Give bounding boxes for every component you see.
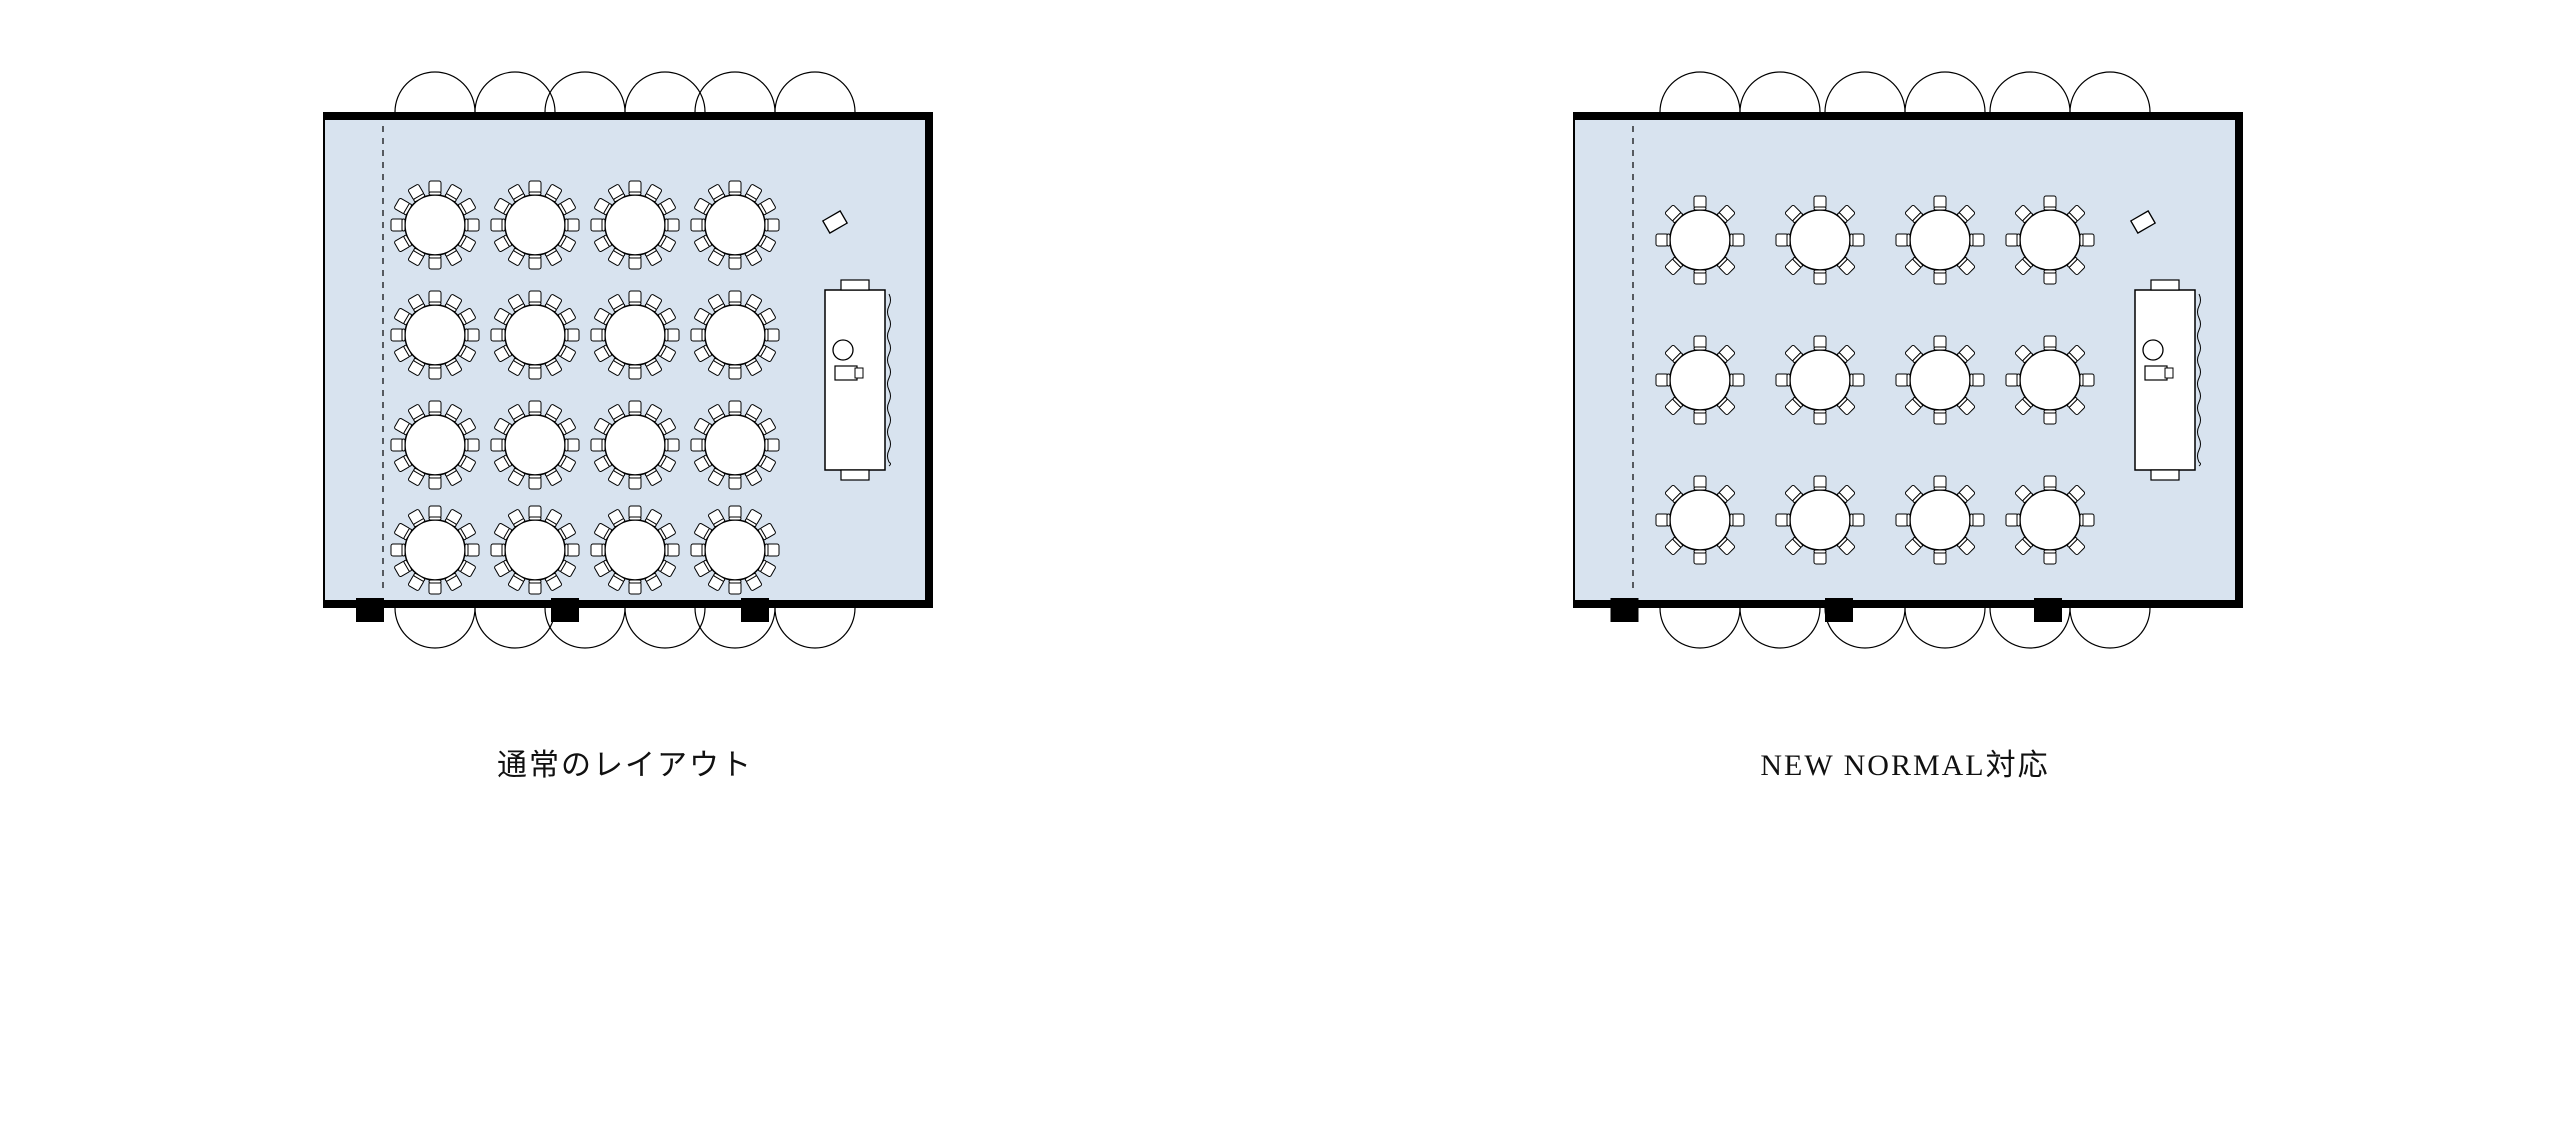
door-swing-icon [1660,72,1820,112]
round-table [1656,476,1744,564]
pillar-icon [741,598,769,622]
round-table [1656,336,1744,424]
door-swing-icon [545,72,705,112]
floorplan-svg [265,40,985,680]
pillar-icon [1611,598,1639,622]
floorplan-newnormal [1515,40,2295,680]
wall-bottom [325,600,925,608]
pillar-icon [1825,598,1853,622]
panel-normal: 通常のレイアウト [265,40,985,784]
round-table [1896,476,1984,564]
floorplan-normal [265,40,985,680]
door-swing-icon [695,72,855,112]
round-table [1776,336,1864,424]
caption-newnormal: NEW NORMAL対応 [1760,740,2049,784]
pillar-icon [2034,598,2062,622]
door-swing-icon [1660,608,1820,648]
round-table [1776,196,1864,284]
panel-newnormal: NEW NORMAL対応 [1515,40,2295,784]
door-swing-icon [395,608,555,648]
door-swing-icon [695,608,855,648]
pillar-icon [551,598,579,622]
door-swing-icon [1990,72,2150,112]
round-table [1776,476,1864,564]
wall-right [2235,112,2243,608]
page: 通常のレイアウト NEW NORMAL対応 [0,0,2560,1121]
wall-bottom [1575,600,2235,608]
floorplan-svg [1515,40,2295,680]
round-table [1656,196,1744,284]
door-swing-icon [395,72,555,112]
wall-left [323,112,325,608]
wall-right [925,112,933,608]
round-table [2006,476,2094,564]
caption-normal: 通常のレイアウト [497,740,753,784]
round-table [1896,336,1984,424]
door-swing-icon [1990,608,2150,648]
pillar-icon [356,598,384,622]
door-swing-icon [1825,72,1985,112]
wall-top [1575,112,2235,120]
round-table [1896,196,1984,284]
wall-top [325,112,925,120]
round-table [2006,196,2094,284]
round-table [2006,336,2094,424]
wall-left [1573,112,1575,608]
